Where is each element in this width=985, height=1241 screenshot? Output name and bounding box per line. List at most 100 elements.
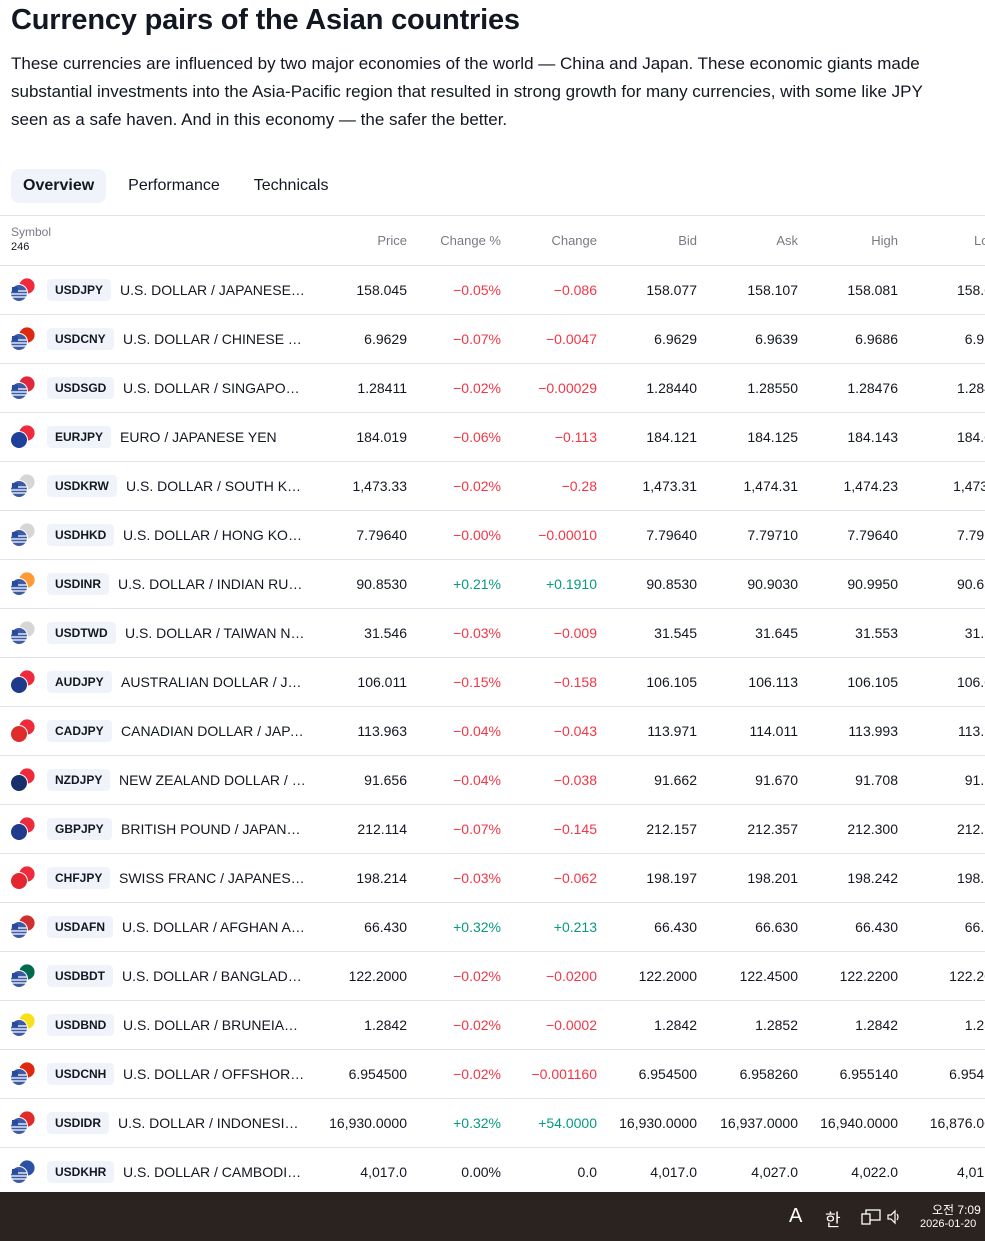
change-pct-cell: −0.07% — [453, 331, 501, 347]
high-column-header[interactable]: High — [871, 233, 898, 248]
ticker-badge[interactable]: USDCNH — [47, 1063, 115, 1085]
high-cell: 158.081 — [847, 282, 898, 298]
ticker-badge[interactable]: USDJPY — [47, 279, 112, 301]
change-cell: +54.0000 — [538, 1115, 597, 1131]
low-column-header[interactable]: Lo — [974, 233, 985, 248]
bid-cell: 122.2000 — [638, 968, 697, 984]
ticker-badge[interactable]: USDCNY — [47, 328, 114, 350]
ask-cell: 122.4500 — [739, 968, 798, 984]
ask-cell: 7.79710 — [747, 527, 798, 543]
table-row[interactable]: EURJPY EURO / JAPANESE YEN 184.019 −0.06% −0… — [0, 413, 985, 462]
change-pct-column-header[interactable]: Change % — [440, 233, 501, 248]
bid-cell: 6.954500 — [638, 1066, 697, 1082]
ticker-badge[interactable]: CHFJPY — [47, 867, 111, 889]
ticker-badge[interactable]: USDBND — [47, 1014, 115, 1036]
table-row[interactable]: USDCNH U.S. DOLLAR / OFFSHORE C... 6.95450… — [0, 1050, 985, 1099]
ticker-badge[interactable]: USDINR — [47, 573, 110, 595]
ticker-badge[interactable]: GBPJPY — [47, 818, 112, 840]
ask-cell: 212.357 — [747, 821, 798, 837]
change-column-header[interactable]: Change — [551, 233, 597, 248]
bid-cell: 6.9629 — [654, 331, 697, 347]
pair-name: U.S. DOLLAR / INDIAN RUPEE — [118, 576, 307, 592]
table-row[interactable]: USDBND U.S. DOLLAR / BRUNEIAN D... 1.2842 −… — [0, 1001, 985, 1050]
table-row[interactable]: USDKHR U.S. DOLLAR / CAMBODIAN ... 4,017.0… — [0, 1148, 985, 1193]
us-af-flag-icon — [10, 914, 36, 939]
ticker-badge[interactable]: AUDJPY — [47, 671, 112, 693]
change-cell: −0.145 — [553, 821, 597, 837]
table-row[interactable]: USDJPY U.S. DOLLAR / JAPANESE YEN 158.045 −… — [0, 266, 985, 315]
table-row[interactable]: CHFJPY SWISS FRANC / JAPANESE YEN 198.214 −… — [0, 854, 985, 903]
high-cell: 1.28476 — [847, 380, 898, 396]
table-row[interactable]: CADJPY CANADIAN DOLLAR / JAPANE... 113.963… — [0, 707, 985, 756]
change-cell: −0.28 — [561, 478, 597, 494]
change-pct-cell: −0.00% — [453, 527, 501, 543]
price-cell: 122.2000 — [348, 968, 407, 984]
table-row[interactable]: USDHKD U.S. DOLLAR / HONG KONG ... 7.79640… — [0, 511, 985, 560]
symbol-column-header[interactable]: Symbol — [11, 225, 52, 239]
language-indicator[interactable]: 한 — [825, 1211, 841, 1230]
nz-jp-flag-icon — [10, 767, 36, 792]
table-row[interactable]: USDKRW U.S. DOLLAR / SOUTH KORE... 1,473.3… — [0, 462, 985, 511]
change-cell: +0.213 — [553, 919, 597, 935]
price-cell: 1,473.33 — [352, 478, 408, 494]
ticker-badge[interactable]: USDBDT — [47, 965, 113, 987]
price-cell: 212.114 — [357, 821, 407, 837]
low-cell: 16,876.00 — [929, 1115, 985, 1131]
change-cell: −0.043 — [553, 723, 597, 739]
table-row[interactable]: USDCNY U.S. DOLLAR / CHINESE YUAN 6.9629 −0… — [0, 315, 985, 364]
change-pct-cell: 0.00% — [461, 1164, 501, 1180]
ticker-badge[interactable]: NZDJPY — [47, 769, 111, 791]
ticker-badge[interactable]: USDKHR — [47, 1161, 115, 1183]
table-row[interactable]: GBPJPY BRITISH POUND / JAPANESE ... 212.11… — [0, 805, 985, 854]
table-row[interactable]: USDAFN U.S. DOLLAR / AFGHAN AFG... 66.430 +… — [0, 903, 985, 952]
ask-column-header[interactable]: Ask — [776, 233, 798, 248]
change-pct-cell: −0.07% — [453, 821, 501, 837]
price-column-header[interactable]: Price — [377, 233, 407, 248]
change-pct-cell: −0.06% — [453, 429, 501, 445]
price-cell: 198.214 — [356, 870, 407, 886]
ticker-badge[interactable]: USDKRW — [47, 475, 117, 497]
bid-column-header[interactable]: Bid — [678, 233, 697, 248]
table-row[interactable]: USDBDT U.S. DOLLAR / BANGLADESH... 122.200… — [0, 952, 985, 1001]
table-row[interactable]: USDINR U.S. DOLLAR / INDIAN RUPEE 90.8530 +… — [0, 560, 985, 609]
ticker-badge[interactable]: USDSGD — [47, 377, 115, 399]
ticker-badge[interactable]: USDIDR — [47, 1112, 110, 1134]
table-row[interactable]: AUDJPY AUSTRALIAN DOLLAR / JAPA... 106.011… — [0, 658, 985, 707]
ticker-badge[interactable]: EURJPY — [47, 426, 112, 448]
us-in-flag-icon — [10, 571, 36, 596]
ask-cell: 158.107 — [747, 282, 798, 298]
us-cn-flag-icon — [10, 326, 36, 351]
ask-cell: 6.9639 — [755, 331, 798, 347]
volume-icon[interactable] — [886, 1209, 902, 1225]
pair-name: U.S. DOLLAR / HONG KONG ... — [123, 527, 307, 543]
pair-name: EURO / JAPANESE YEN — [120, 429, 277, 445]
low-cell: 6.9545 — [949, 1066, 985, 1082]
change-cell: −0.086 — [553, 282, 597, 298]
pair-name: SWISS FRANC / JAPANESE YEN — [119, 870, 307, 886]
table-row[interactable]: USDTWD U.S. DOLLAR / TAIWAN NEW... 31.546 −… — [0, 609, 985, 658]
pair-name: U.S. DOLLAR / BRUNEIAN D... — [123, 1017, 307, 1033]
ticker-badge[interactable]: CADJPY — [47, 720, 112, 742]
page-description: These currencies are influenced by two m… — [11, 54, 923, 129]
table-row[interactable]: NZDJPY NEW ZEALAND DOLLAR / JA... 91.656 −0… — [0, 756, 985, 805]
clock-time[interactable]: 오전 7:09 — [932, 1203, 981, 1217]
clock-date[interactable]: 2026-01-20 — [920, 1218, 977, 1230]
ticker-badge[interactable]: USDAFN — [47, 916, 113, 938]
ticker-badge[interactable]: USDTWD — [47, 622, 116, 644]
bid-cell: 212.157 — [646, 821, 697, 837]
tab-performance[interactable]: Performance — [128, 177, 220, 194]
tab-overview[interactable]: Overview — [11, 169, 107, 203]
ticker-badge[interactable]: USDHKD — [47, 524, 115, 546]
bid-cell: 158.077 — [646, 282, 697, 298]
change-pct-cell: −0.03% — [453, 870, 501, 886]
table-row[interactable]: USDIDR U.S. DOLLAR / INDONESIAN ... 16,930… — [0, 1099, 985, 1148]
network-icon[interactable] — [861, 1208, 883, 1226]
low-cell: 1.28 — [964, 1017, 985, 1033]
price-cell: 16,930.0000 — [329, 1115, 407, 1131]
ime-mode-indicator[interactable]: A — [789, 1205, 803, 1227]
change-cell: −0.0200 — [546, 968, 597, 984]
low-cell: 1,473. — [953, 478, 985, 494]
ask-cell: 91.670 — [755, 772, 798, 788]
tab-technicals[interactable]: Technicals — [253, 177, 329, 194]
